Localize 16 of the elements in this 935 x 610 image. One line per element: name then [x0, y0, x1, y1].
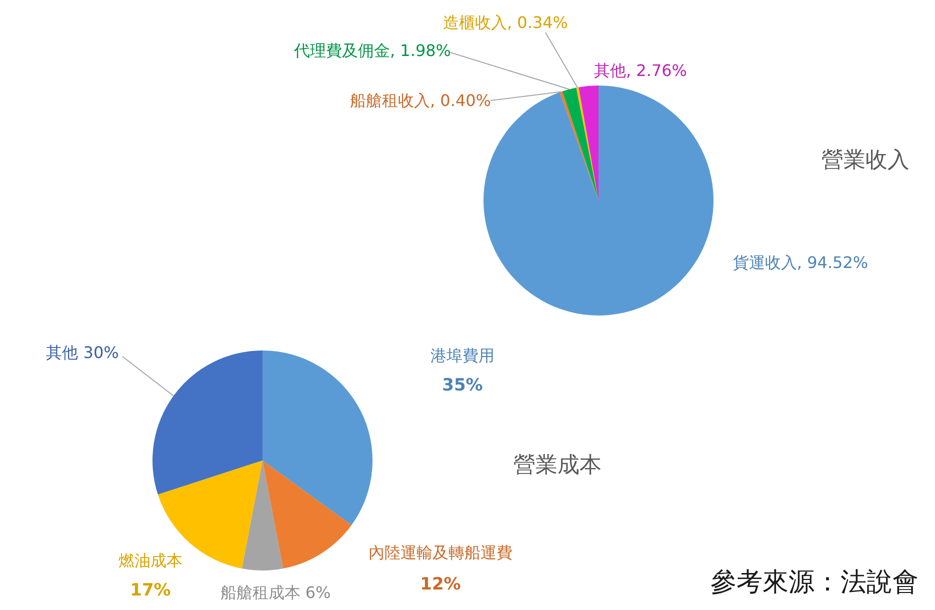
slice-label: 代理費及佣金, 1.98%: [293, 41, 451, 60]
text: 營業收入: [822, 148, 910, 173]
text: 參考來源：法說會: [710, 568, 918, 598]
slice-label: 船艙租成本 6%: [220, 583, 331, 602]
data-label: 35%: [442, 376, 483, 396]
slice-label: 其他 30%: [46, 343, 119, 362]
text: 營業成本: [514, 453, 602, 478]
slice-label: 燃油成本: [118, 551, 182, 570]
data-label: 12%: [420, 574, 461, 594]
slice-label: 造櫃收入, 0.34%: [443, 13, 568, 32]
slice-label: 內陸運輸及轉船運費: [368, 543, 512, 562]
slice-label: 其他, 2.76%: [594, 61, 687, 80]
data-label: 17%: [130, 580, 171, 600]
slice-label: 貨運收入, 94.52%: [732, 253, 868, 272]
slice-label: 船艙租收入, 0.40%: [350, 91, 491, 110]
slice-label: 港埠費用: [430, 346, 494, 365]
